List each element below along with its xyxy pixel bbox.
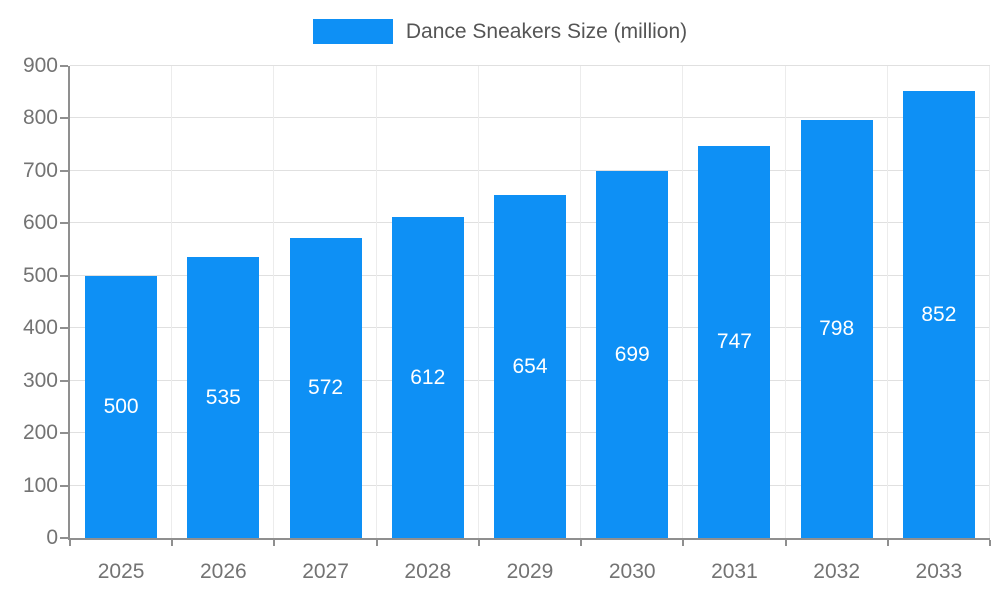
v-gridline [580,66,582,538]
x-tick-label: 2033 [915,560,963,583]
x-tick-label: 2025 [97,560,145,583]
bar-value-label: 699 [614,342,650,366]
bar-2025: 500 [85,275,158,538]
bar-2029: 654 [494,195,566,538]
y-axis-tick [60,65,68,67]
x-axis-tick [784,540,787,546]
y-tick-label: 500 [22,263,58,287]
bar-value-label: 500 [103,394,139,418]
x-axis-tick [477,540,480,546]
h-gridline [70,65,990,66]
x-axis-tick [886,540,889,546]
legend-label: Dance Sneakers Size (million) [405,19,688,43]
bar-2030: 699 [596,171,669,538]
bar-2026: 535 [187,257,260,538]
y-axis-tick [60,222,68,225]
bar-2027: 572 [289,238,362,538]
y-axis-tick [60,379,68,382]
bar-2031: 747 [698,146,771,538]
y-tick-label: 900 [22,54,58,77]
x-tick-label: 2026 [199,560,247,583]
bar-2032: 798 [800,119,873,538]
x-axis-tick [682,540,685,546]
bar-value-label: 535 [205,385,241,409]
h-gridline [70,117,990,119]
x-axis-tick [989,540,991,546]
y-axis-tick [60,327,68,330]
bar-value-label: 747 [716,330,752,354]
x-axis-tick [375,540,378,546]
v-gridline [682,66,684,538]
y-axis-tick [60,117,68,120]
y-axis-tick [60,432,68,435]
x-tick-label: 2032 [813,560,861,583]
x-tick-label: 2027 [302,560,349,583]
bar-2028: 612 [391,217,464,538]
x-tick-label: 2029 [506,560,554,583]
y-axis-tick [60,537,68,539]
bar-value-label: 852 [921,302,957,326]
x-tick-label: 2028 [404,560,452,583]
x-tick-label: 2031 [711,560,758,583]
y-tick-label: 200 [22,421,58,445]
v-gridline [273,66,275,538]
y-tick-label: 600 [22,211,58,235]
y-tick-label: 700 [22,158,58,182]
v-gridline [886,66,888,538]
x-tick-label: 2030 [608,560,656,583]
y-axis-tick [60,169,68,172]
legend-swatch [312,19,393,44]
h-gridline [70,169,990,171]
y-tick-label: 400 [22,316,58,340]
v-gridline [477,66,479,538]
bar-value-label: 612 [410,365,446,389]
bar-value-label: 798 [819,316,855,340]
v-gridline [375,66,377,538]
v-gridline [171,66,173,538]
x-axis-tick [171,540,174,546]
v-gridline [989,66,990,538]
y-tick-label: 300 [22,368,58,392]
plot-area: 0 100 200 300 400 500 600 700 800 900 500 2025 535 20… [23,54,991,583]
y-tick-label: 800 [22,106,58,130]
v-gridline [784,66,786,538]
y-tick-label: 0 [46,526,58,549]
y-axis-tick [60,274,68,277]
bar-value-label: 572 [308,376,344,400]
legend: Dance Sneakers Size (million) [0,19,1000,44]
x-axis-tick [580,540,583,546]
bar-value-label: 654 [512,354,548,378]
y-tick-label: 100 [22,473,58,497]
bar-2033: 852 [902,91,975,538]
x-axis-tick [273,540,276,546]
x-axis-tick [69,540,71,546]
y-axis-tick [60,484,68,487]
